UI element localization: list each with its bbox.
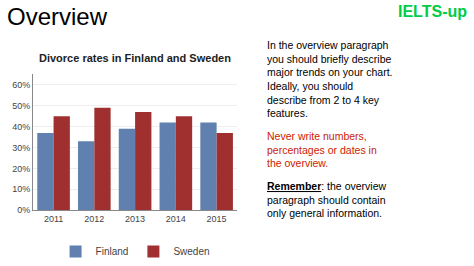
- svg-text:20%: 20%: [12, 164, 30, 174]
- svg-text:Finland: Finland: [96, 246, 129, 257]
- svg-text:In the overview paragraphyou s: In the overview paragraphyou should brie…: [267, 39, 392, 119]
- svg-text:Overview: Overview: [7, 3, 108, 30]
- svg-text:2013: 2013: [125, 214, 145, 224]
- svg-text:30%: 30%: [12, 143, 30, 153]
- svg-text:0%: 0%: [17, 205, 30, 215]
- svg-text:2014: 2014: [166, 214, 186, 224]
- svg-text:40%: 40%: [12, 122, 30, 132]
- svg-text:IELTS-up: IELTS-up: [398, 3, 467, 20]
- svg-text:2012: 2012: [84, 214, 104, 224]
- svg-text:2015: 2015: [207, 214, 227, 224]
- svg-text:10%: 10%: [12, 184, 30, 194]
- svg-text:Never write numbers,percentage: Never write numbers,percentages or dates…: [267, 130, 377, 169]
- svg-text:2011: 2011: [44, 214, 63, 224]
- svg-text:Remember: the overviewparagrap: Remember: the overviewparagraph should c…: [267, 180, 386, 219]
- svg-text:Sweden: Sweden: [173, 246, 209, 257]
- svg-text:50%: 50%: [12, 101, 30, 111]
- svg-text:60%: 60%: [12, 80, 30, 90]
- svg-text:Divorce rates in Finland and S: Divorce rates in Finland and Sweden: [39, 52, 231, 64]
